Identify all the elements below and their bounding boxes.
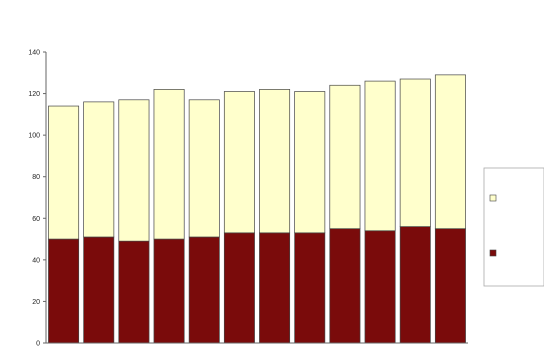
bar-segment-series-2 (48, 105, 80, 240)
legend-swatch (489, 249, 497, 257)
bar-segment-series-1 (434, 228, 466, 344)
bar-segment-series-1 (188, 236, 220, 344)
bar-segment-series-2 (188, 99, 220, 238)
bar-segment-series-2 (294, 91, 326, 234)
legend-box (483, 167, 544, 287)
bar-segment-series-2 (118, 99, 150, 242)
bar-segment-series-1 (399, 226, 431, 344)
bar-segment-series-1 (329, 228, 361, 344)
bar-segment-series-2 (83, 101, 115, 238)
y-tick-label: 20 (32, 299, 40, 306)
bar-segment-series-1 (223, 232, 255, 344)
legend (483, 167, 544, 287)
bar-segment-series-1 (118, 240, 150, 344)
bar-segment-series-1 (364, 230, 396, 344)
bar-segment-series-1 (153, 238, 185, 344)
bar-segment-series-1 (83, 236, 115, 344)
bar-segment-series-2 (259, 89, 291, 234)
y-axis: 0 20 40 60 80 100 120 140 (28, 50, 47, 348)
bar-segment-series-1 (259, 232, 291, 344)
y-tick-label: 0 (36, 341, 40, 348)
bar-segment-series-1 (294, 232, 326, 344)
bar-segment-series-2 (364, 80, 396, 232)
y-tick-label: 60 (32, 216, 40, 223)
plot-area (48, 74, 466, 344)
y-tick-label: 140 (28, 50, 40, 57)
y-tick-label: 80 (32, 174, 40, 181)
bar-segment-series-2 (434, 74, 466, 230)
y-tick-label: 120 (28, 91, 40, 98)
bar-segment-series-2 (153, 89, 185, 240)
bar-segment-series-1 (48, 238, 80, 344)
y-tick-label: 40 (32, 257, 40, 264)
legend-swatch (489, 194, 497, 202)
bar-segment-series-2 (223, 91, 255, 234)
bar-segment-series-2 (399, 78, 431, 227)
bar-segment-series-2 (329, 84, 361, 230)
y-tick-label: 100 (28, 133, 40, 140)
